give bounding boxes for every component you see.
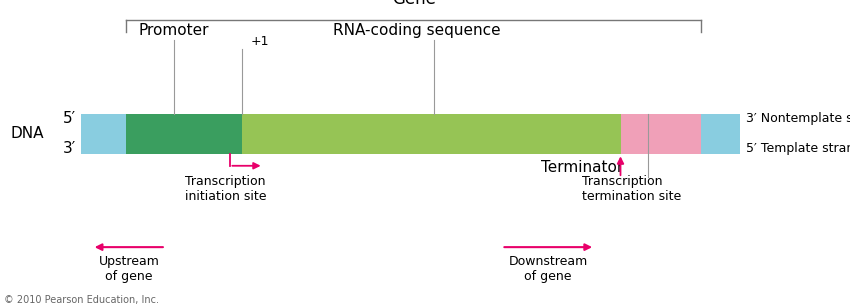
- Text: Upstream
of gene: Upstream of gene: [99, 255, 160, 283]
- Bar: [620, 114, 701, 154]
- Text: Downstream
of gene: Downstream of gene: [508, 255, 588, 283]
- Text: DNA: DNA: [10, 126, 44, 141]
- Bar: [242, 114, 620, 154]
- Text: Transcription
termination site: Transcription termination site: [582, 175, 682, 203]
- Text: 5′ Template strand: 5′ Template strand: [746, 142, 850, 155]
- Text: 3′ Nontemplate strand: 3′ Nontemplate strand: [746, 112, 850, 125]
- Text: Terminator: Terminator: [541, 160, 623, 175]
- Text: 3′: 3′: [63, 142, 76, 156]
- Text: Gene: Gene: [392, 0, 436, 8]
- Text: RNA-coding sequence: RNA-coding sequence: [332, 23, 501, 38]
- Text: 5′: 5′: [64, 111, 76, 126]
- Text: © 2010 Pearson Education, Inc.: © 2010 Pearson Education, Inc.: [4, 295, 159, 305]
- Text: +1: +1: [251, 35, 269, 48]
- Bar: [81, 114, 740, 154]
- Text: Transcription
initiation site: Transcription initiation site: [185, 175, 267, 203]
- Bar: [126, 114, 242, 154]
- Text: Promoter: Promoter: [139, 23, 209, 38]
